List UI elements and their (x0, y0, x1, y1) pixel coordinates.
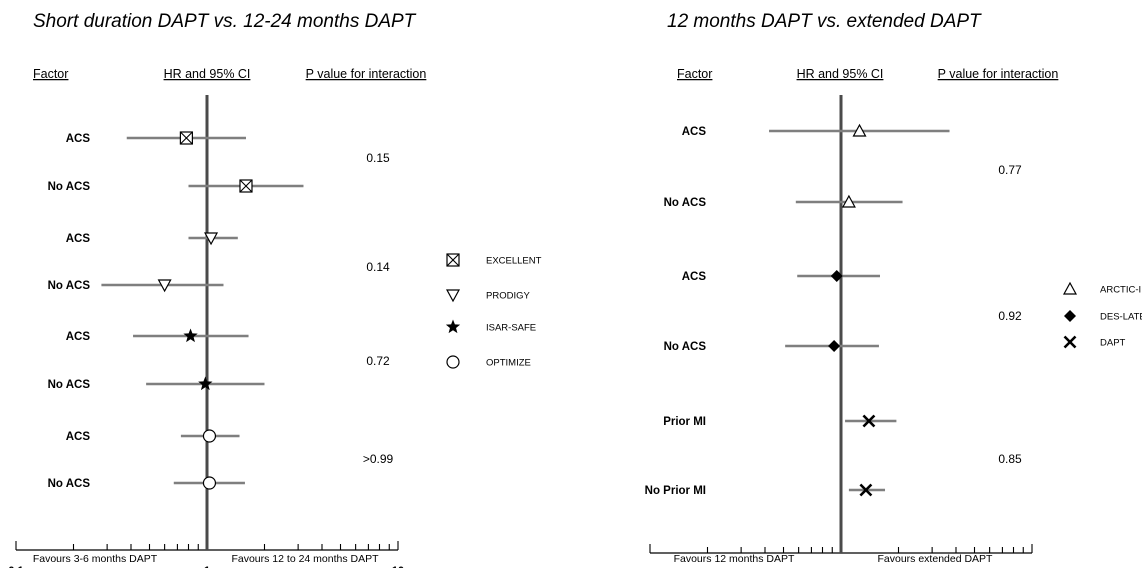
forest-row: ACS (682, 270, 880, 283)
legend-item: OPTIMIZE (446, 355, 531, 369)
row-label: No ACS (48, 280, 91, 292)
legend-label: EXCELLENT (486, 256, 542, 267)
legend-label: DAPT (1100, 338, 1126, 349)
hr-point (179, 131, 193, 145)
forest-row: Prior MI (663, 414, 897, 428)
p-value: 0.77 (998, 163, 1022, 177)
legend-marker (445, 289, 461, 303)
favours-right-label: Favours extended DAPT (878, 553, 994, 565)
forest-row: No ACS (48, 376, 265, 391)
hr-point (859, 483, 873, 497)
forest-row: ACS (66, 429, 240, 443)
legend-marker (1063, 335, 1077, 349)
row-label: ACS (682, 126, 707, 138)
legend-label: ARCTIC-I (1100, 285, 1141, 296)
row-label: No Prior MI (645, 485, 706, 497)
row-label: No ACS (664, 341, 707, 353)
hr-point (204, 232, 219, 246)
p-value: 0.92 (998, 309, 1022, 323)
x-tick-label: 1 (204, 565, 210, 568)
x-tick-label: 0.1 (8, 565, 23, 568)
legend-label: PRODIGY (486, 291, 530, 302)
row-label: ACS (66, 331, 91, 343)
forest-row: ACS (66, 131, 246, 145)
favours-left-label: Favours 12 months DAPT (674, 553, 795, 565)
legend-marker (1064, 310, 1076, 322)
hr-point (198, 376, 213, 391)
row-label: ACS (66, 233, 91, 245)
header-hr-ci: HR and 95% CI (164, 67, 251, 81)
x-tick-label: 10 (392, 565, 404, 568)
hr-point (862, 414, 876, 428)
header-factor: Factor (33, 67, 68, 81)
row-label: No ACS (48, 181, 91, 193)
p-value: 0.14 (366, 260, 390, 274)
hr-point (157, 279, 172, 293)
header-p-value: P value for interaction (306, 67, 427, 81)
hr-point (828, 340, 841, 352)
forest-row: ACS (682, 123, 950, 138)
hr-point (841, 194, 856, 208)
favours-left-label: Favours 3-6 months DAPT (33, 553, 158, 565)
legend: ARCTIC-I DES-LATE DAPT (1062, 281, 1142, 349)
legend-label: OPTIMIZE (486, 358, 531, 369)
row-label: No ACS (664, 197, 707, 209)
chart-title: 12 months DAPT vs. extended DAPT (667, 11, 982, 32)
forest-row: No ACS (48, 476, 245, 490)
forest-row: ACS (66, 328, 249, 343)
row-label: ACS (66, 133, 91, 145)
hr-point (830, 270, 843, 282)
p-value: 0.15 (366, 151, 390, 165)
hr-point (852, 123, 867, 137)
forest-row: ACS (66, 232, 238, 246)
hr-point (183, 328, 198, 343)
forest-row: No ACS (48, 279, 224, 293)
forest-row: No Prior MI (645, 483, 886, 497)
forest-row: No ACS (48, 179, 304, 193)
forest-row: No ACS (664, 194, 903, 209)
legend-marker (1062, 281, 1078, 295)
legend-marker (445, 319, 461, 334)
forest-plot-2: 12 months DAPT vs. extended DAPT Factor HR… (645, 11, 1142, 565)
legend-marker (446, 253, 460, 267)
legend-item: DAPT (1063, 335, 1126, 349)
hr-point (202, 476, 217, 490)
legend-item: PRODIGY (445, 289, 530, 303)
forest-plot-1: Short duration DAPT vs. 12-24 months DAP… (8, 11, 541, 568)
header-factor: Factor (677, 67, 712, 81)
header-p-value: P value for interaction (938, 67, 1059, 81)
row-label: No ACS (48, 379, 91, 391)
row-label: No ACS (48, 478, 91, 490)
p-value: 0.72 (366, 354, 390, 368)
legend: EXCELLENT PRODIGY ISAR-SAFE OPTIMIZE (445, 253, 542, 369)
row-label: ACS (66, 431, 91, 443)
p-value: >0.99 (363, 452, 394, 466)
hr-point (239, 179, 253, 193)
chart-title: Short duration DAPT vs. 12-24 months DAP… (33, 11, 417, 32)
legend-label: ISAR-SAFE (486, 323, 536, 334)
p-value: 0.85 (998, 452, 1022, 466)
hr-point (202, 429, 217, 443)
header-hr-ci: HR and 95% CI (797, 67, 884, 81)
legend-label: DES-LATE (1100, 312, 1142, 323)
row-label: Prior MI (663, 416, 706, 428)
legend-item: DES-LATE (1064, 310, 1142, 323)
row-label: ACS (682, 271, 707, 283)
favours-right-label: Favours 12 to 24 months DAPT (231, 553, 379, 565)
forest-row: No ACS (664, 340, 879, 353)
legend-item: ISAR-SAFE (445, 319, 536, 334)
legend-marker (446, 355, 460, 369)
legend-item: EXCELLENT (446, 253, 542, 267)
legend-item: ARCTIC-I (1062, 281, 1141, 296)
